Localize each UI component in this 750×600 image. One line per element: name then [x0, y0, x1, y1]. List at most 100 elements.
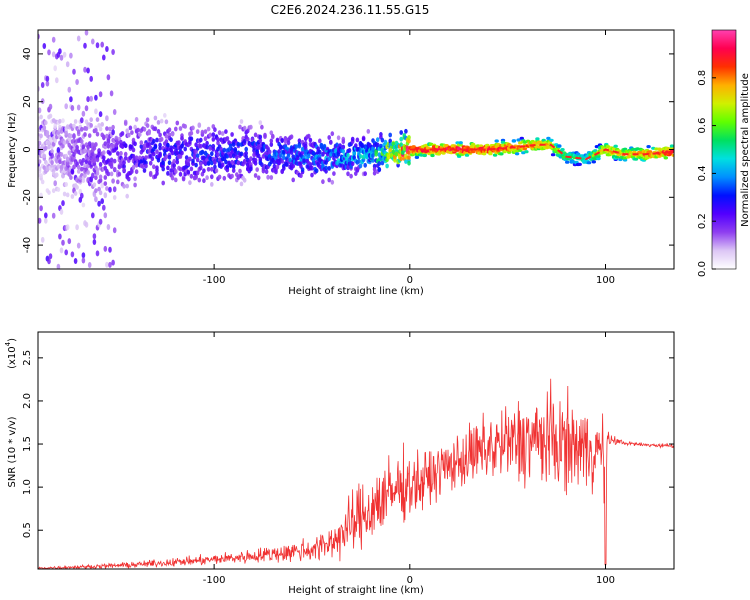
spectrogram-cell — [95, 157, 100, 163]
spectrogram-cell — [206, 166, 211, 172]
spectrogram-cell — [103, 175, 108, 180]
spectrogram-cell — [170, 175, 175, 181]
spectrogram-cell — [112, 166, 117, 172]
spectrogram-cell — [102, 134, 106, 141]
spectrogram-cell — [161, 166, 165, 172]
spectrogram-cell — [354, 143, 358, 149]
spectrogram-cell — [48, 103, 53, 110]
spectrogram-cell — [169, 168, 173, 174]
spectrogram-cell — [236, 141, 241, 147]
spectrogram-cell — [178, 154, 183, 159]
spectrogram-cell — [42, 43, 47, 49]
spectrogram-cell — [106, 74, 111, 81]
spectrogram-cell — [407, 160, 411, 166]
spectrogram-cell — [253, 132, 258, 138]
spectrogram-cell — [98, 218, 103, 225]
spectrogram-cell — [278, 145, 283, 150]
spectrogram-cell — [178, 171, 183, 177]
spectrogram-cell — [336, 135, 341, 141]
spectrogram-cell — [227, 147, 231, 153]
spectrogram-cell — [38, 159, 42, 164]
spectrogram-cell — [274, 169, 278, 175]
spectrogram-cell — [278, 153, 283, 159]
spectrogram-ytick-label: 20 — [22, 95, 33, 108]
spectrogram-cell — [136, 127, 140, 133]
spectrogram-cell — [103, 245, 108, 252]
spectrogram-cell — [183, 124, 187, 129]
spectrogram-cell — [377, 161, 382, 166]
spectrogram-cell — [258, 138, 263, 143]
spectrogram-cell — [153, 115, 158, 121]
spectrogram-cell — [216, 140, 220, 146]
spectrogram-cell — [138, 132, 142, 138]
spectrogram-cell — [62, 140, 67, 145]
spectrogram-cell — [195, 153, 200, 159]
spectrogram-cell — [98, 91, 103, 98]
spectrogram-cell — [269, 138, 274, 144]
spectrogram-cell — [360, 142, 364, 148]
spectrogram-cell — [321, 179, 325, 185]
spectrogram-cell — [47, 49, 51, 56]
spectrogram-cell — [511, 139, 517, 143]
spectrogram-cell — [242, 138, 247, 144]
spectrogram-cell — [75, 79, 79, 85]
spectrogram-cell — [89, 95, 93, 102]
spectrogram-cell — [163, 113, 167, 118]
spectrogram-cell — [258, 156, 263, 162]
spectrogram-cell — [194, 142, 198, 148]
spectrogram-cell — [39, 205, 43, 212]
spectrogram-cell — [275, 137, 280, 143]
spectrogram-cell — [246, 136, 250, 142]
spectrogram-cell — [89, 117, 93, 123]
spectrogram-cell — [671, 153, 674, 157]
spectrogram-cell — [586, 161, 592, 165]
spectrogram-cell — [42, 124, 47, 131]
spectrogram-cell — [203, 136, 208, 142]
spectrogram-cell — [83, 66, 87, 73]
snr-xtick-label: 100 — [596, 575, 615, 586]
spectrogram-cell — [102, 150, 106, 156]
spectrogram-cell — [358, 163, 363, 169]
spectrogram-cell — [84, 105, 89, 112]
spectrogram-cell — [299, 173, 303, 179]
spectrogram-cell — [102, 54, 106, 61]
spectrogram-cell — [199, 161, 203, 167]
spectrogram-cell — [40, 98, 45, 105]
spectrogram-cell — [44, 120, 48, 126]
spectrogram-cell — [181, 176, 186, 182]
spectrogram-cell — [332, 171, 336, 177]
spectrogram-cell — [380, 160, 385, 166]
spectrogram-cell — [297, 138, 302, 144]
spectrogram-xlabel: Height of straight line (km) — [288, 286, 424, 297]
spectrogram-cell — [199, 165, 203, 171]
spectrogram-cell — [225, 136, 230, 141]
spectrogram-cell — [51, 188, 56, 194]
spectrogram-cell — [47, 140, 51, 146]
spectrogram-cell — [164, 134, 169, 139]
spectrogram-cell — [108, 246, 112, 253]
spectrogram-cell — [111, 259, 115, 266]
spectrogram-cell — [142, 126, 147, 132]
spectrogram-cell — [492, 153, 498, 157]
spectrogram-ytick-label: -40 — [22, 237, 33, 253]
spectrogram-cell — [230, 132, 234, 137]
spectrogram-ticks: -100 0 100 -40 -20 0 20 40 — [22, 30, 674, 286]
spectrogram-cell — [81, 178, 86, 184]
spectrogram-cell — [560, 148, 565, 152]
spectrogram-cell — [109, 171, 114, 177]
spectrogram-cell — [94, 196, 98, 203]
spectrogram-cell — [84, 30, 89, 36]
spectrogram-cell — [95, 167, 100, 173]
spectrogram-cell — [174, 177, 178, 183]
colorbar-tick-label: 0.8 — [697, 70, 708, 86]
figure-title: C2E6.2024.236.11.55.G15 — [271, 3, 430, 17]
spectrogram-cell — [329, 139, 333, 145]
spectrogram-cell — [300, 167, 305, 173]
spectrogram-cell — [228, 143, 233, 149]
spectrogram-cell — [414, 155, 420, 159]
spectrogram-cell — [224, 159, 228, 165]
spectrogram-cell — [346, 171, 350, 177]
spectrogram-cell — [210, 151, 214, 157]
spectrogram-cell — [102, 204, 106, 211]
spectrogram-cell — [302, 158, 306, 164]
